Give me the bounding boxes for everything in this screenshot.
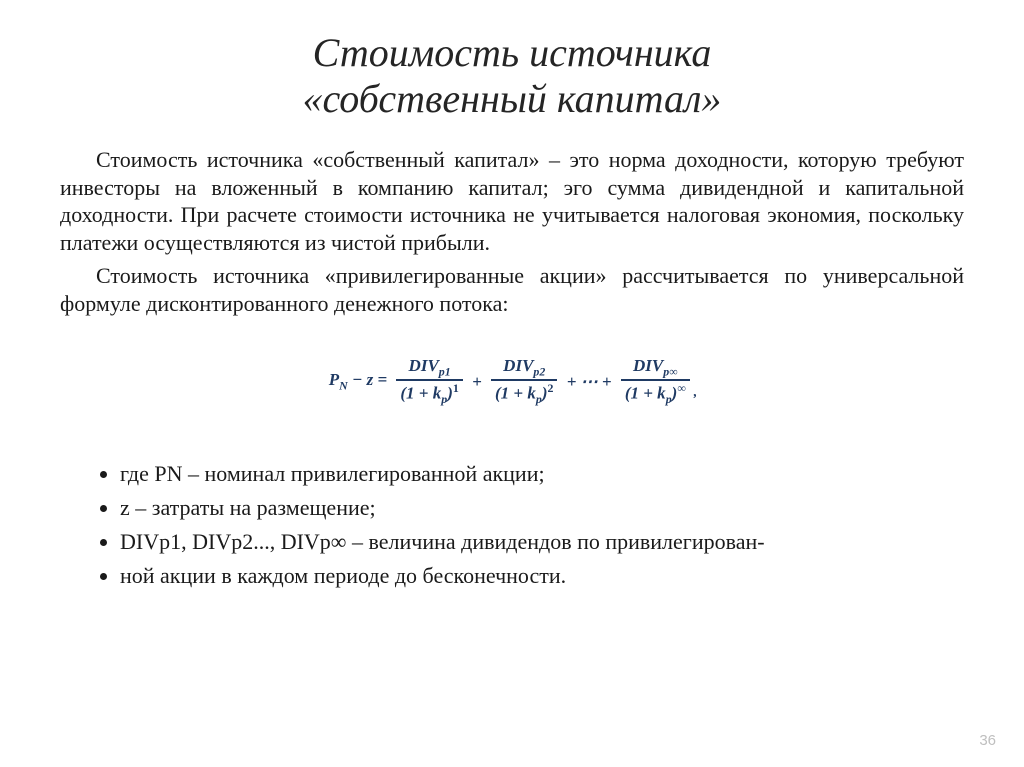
list-item: ной акции в каждом периоде до бесконечно… (120, 559, 964, 593)
formula-term-1: DIVp1 (1 + kp)1 (396, 357, 462, 407)
paragraph-2: Стоимость источника «привилегированные а… (60, 262, 964, 317)
formula-term-inf: DIVp∞ (1 + kp)∞ (621, 357, 690, 407)
slide-content: Стоимость источника «собственный капитал… (0, 0, 1024, 613)
formula-term-2: DIVp2 (1 + kp)2 (491, 357, 557, 407)
page-number: 36 (979, 732, 996, 749)
page-title: Стоимость источника «собственный капитал… (60, 30, 964, 122)
list-item: DIVp1, DIVp2..., DIVp∞ – величина дивиде… (120, 525, 964, 559)
list-item: где PN – номинал привилегированной акции… (120, 457, 964, 491)
list-item: z – затраты на размещение; (120, 491, 964, 525)
paragraph-1: Стоимость источника «собственный капитал… (60, 146, 964, 256)
title-line-1: Стоимость источника (313, 30, 712, 75)
definitions-list: где PN – номинал привилегированной акции… (60, 457, 964, 593)
formula-lhs: PN − z = (327, 370, 389, 393)
title-line-2: «собственный капитал» (303, 76, 722, 121)
formula-block: PN − z = DIVp1 (1 + kp)1 + DIVp2 (1 + kp… (60, 357, 964, 407)
formula: PN − z = DIVp1 (1 + kp)1 + DIVp2 (1 + kp… (327, 357, 697, 407)
